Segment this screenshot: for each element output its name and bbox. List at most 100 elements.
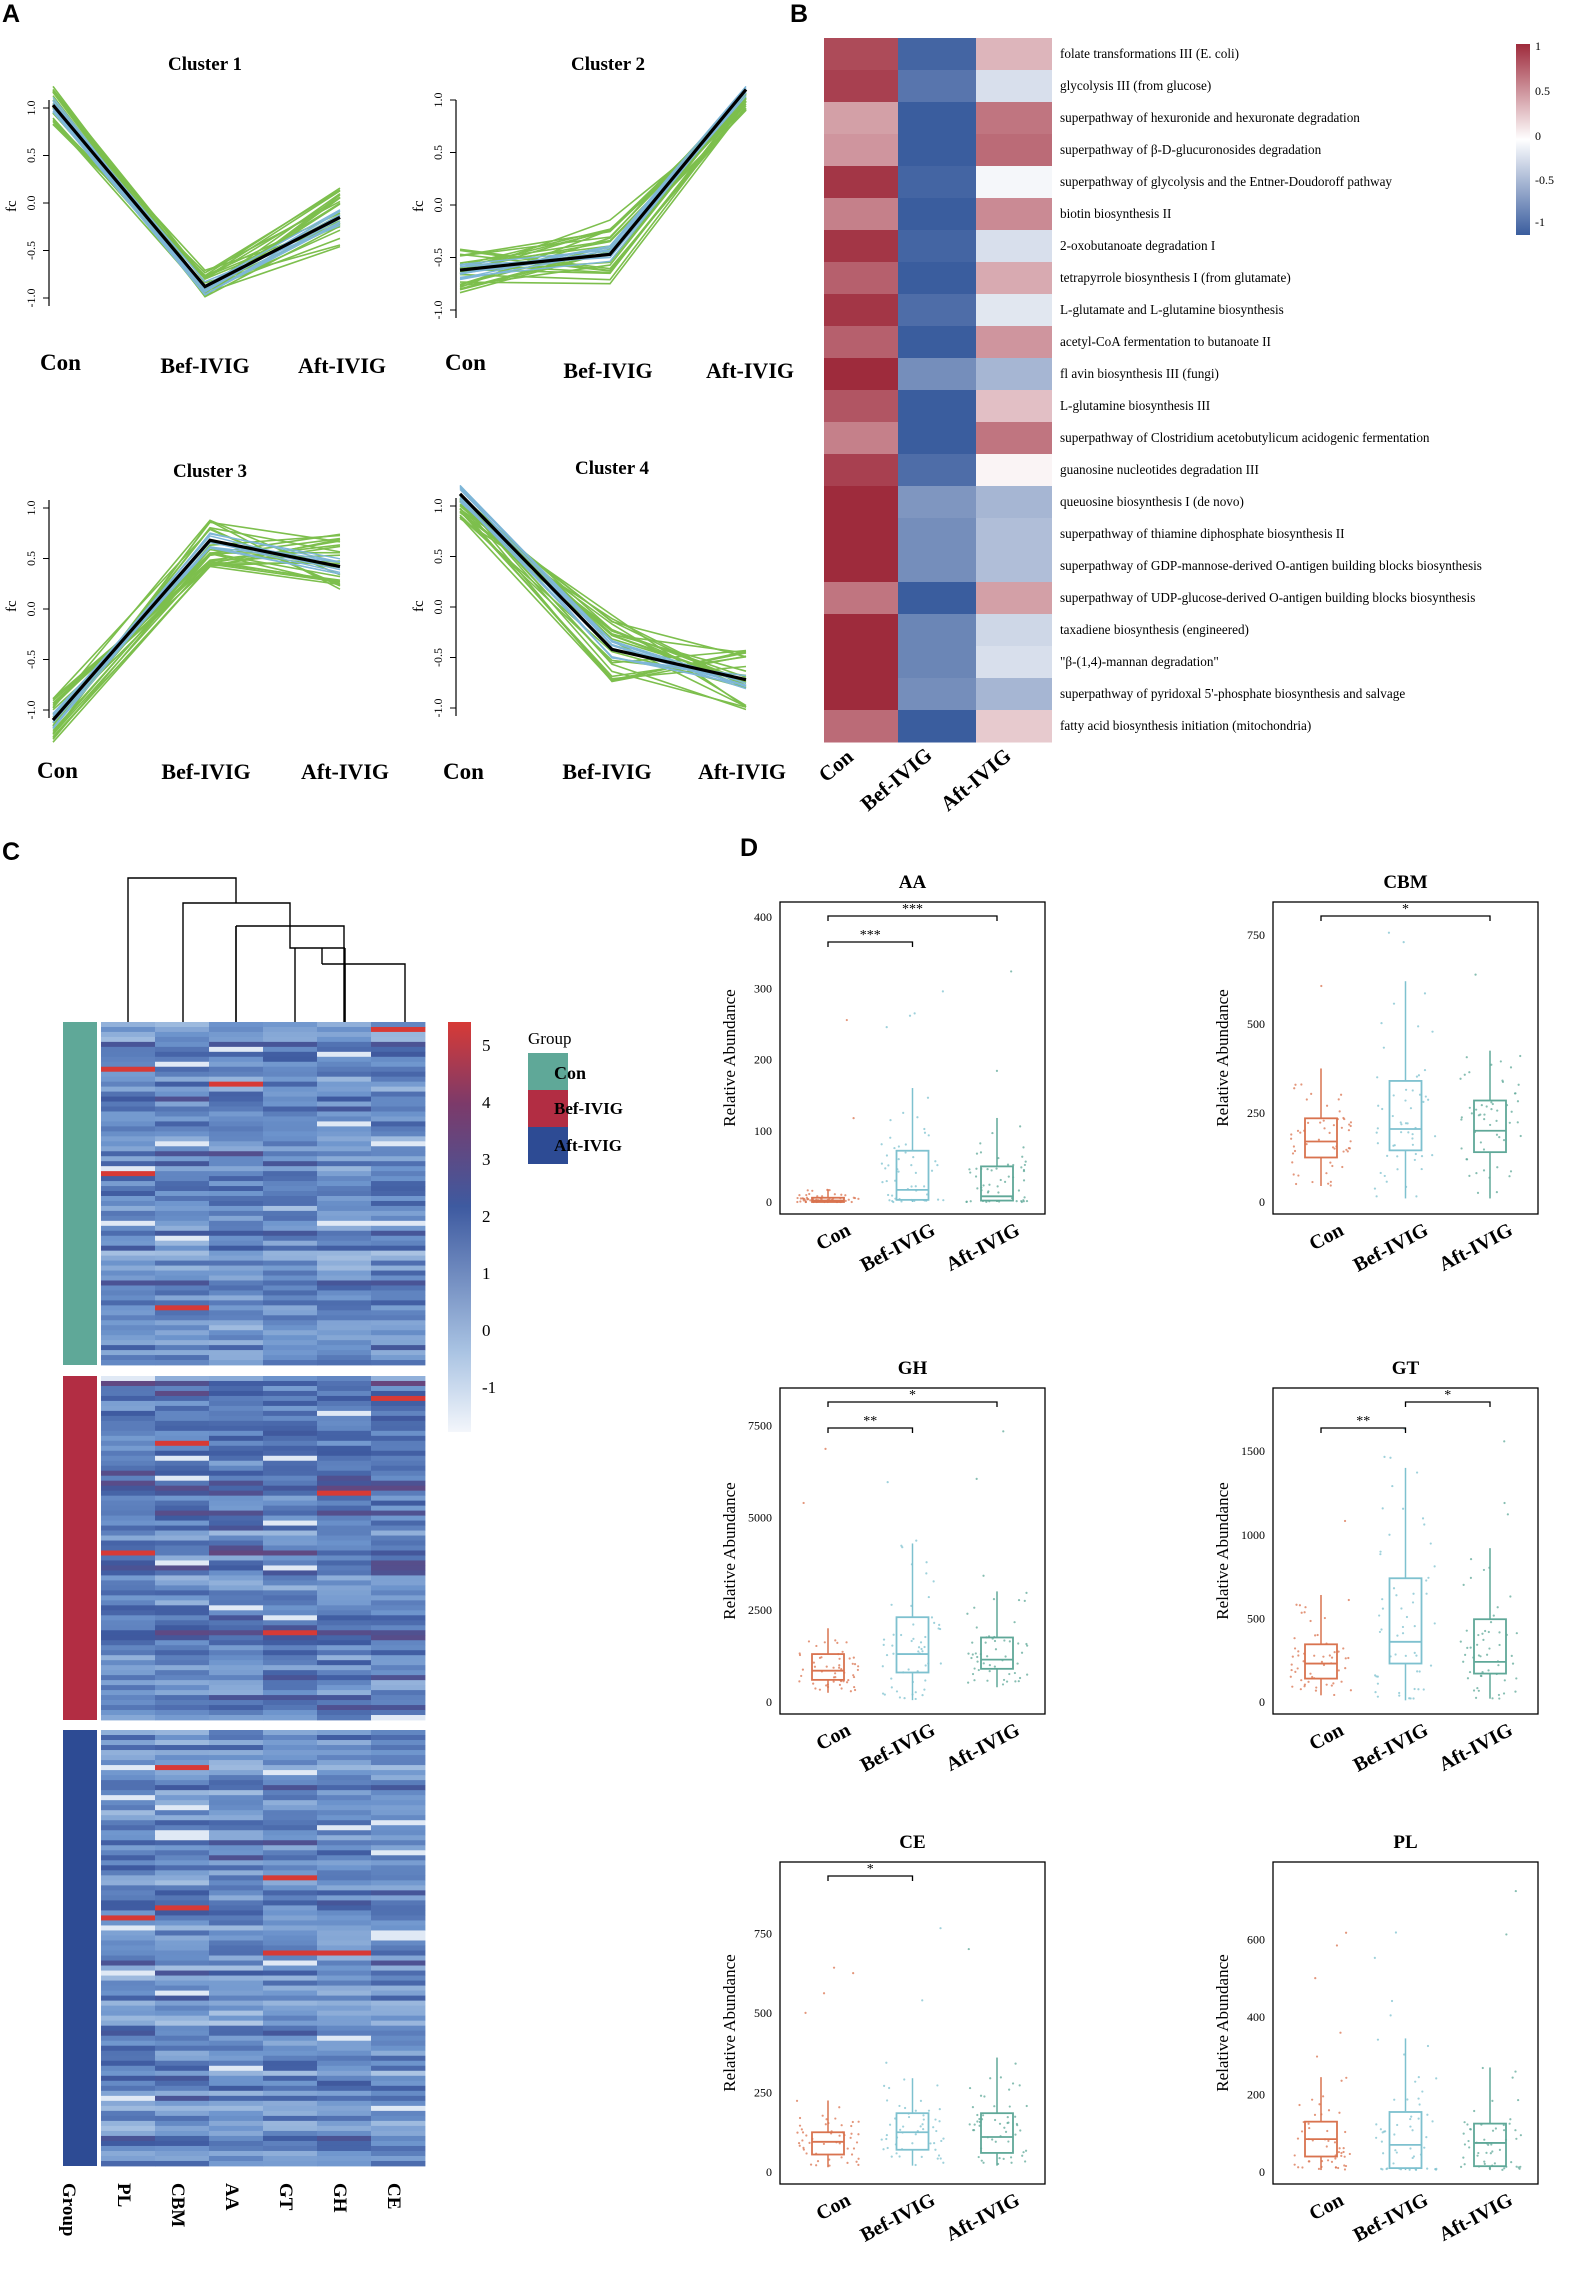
cluster-4-xlabel-aft: Aft-IVIG <box>698 759 786 784</box>
heatmap-c-cell <box>317 1715 372 1721</box>
heatmap-c-cell <box>263 1645 318 1651</box>
boxplot-point <box>1322 1119 1325 1122</box>
boxplot-point <box>1431 1030 1434 1033</box>
heatmap-c-cell <box>317 2085 372 2092</box>
boxplot-point <box>999 1178 1002 1182</box>
heatmap-c-cell <box>155 1935 210 1941</box>
heatmap-c-cell <box>155 1685 210 1691</box>
heatmap-c-cell <box>317 1305 372 1311</box>
boxplot-box <box>895 1616 930 1674</box>
boxplot-point <box>1411 1143 1414 1146</box>
heatmap-c-cell <box>371 1795 426 1801</box>
boxplot-point <box>1006 2121 1009 2125</box>
significance-bracket <box>1320 915 1491 921</box>
heatmap-c-cell <box>317 1445 372 1452</box>
heatmap-c-cell <box>101 1905 156 1911</box>
heatmap-c-cell <box>155 1186 210 1192</box>
heatmap-c-cell <box>317 2105 372 2112</box>
cluster-3-title: Cluster 3 <box>173 461 247 482</box>
heatmap-b-cell <box>898 358 976 391</box>
heatmap-c-cell <box>371 1990 426 1997</box>
heatmap-c-cell <box>317 1320 372 1326</box>
heatmap-c-cell <box>371 1176 426 1182</box>
heatmap-b-cell <box>824 486 898 519</box>
boxplot-point <box>1314 1977 1317 1980</box>
boxplot-point <box>1014 2062 1017 2065</box>
boxplot-point <box>1387 931 1391 934</box>
boxplot-point <box>914 1697 917 1701</box>
boxplot-point <box>978 2117 981 2121</box>
cluster-4-yticks: 1.00.50.0-0.5-1.0 <box>431 499 456 718</box>
boxplot-point <box>1413 1651 1416 1655</box>
heatmap-c-cell <box>317 1755 372 1761</box>
cluster-line <box>459 95 747 266</box>
boxplot-point <box>997 1191 1000 1194</box>
heatmap-c-cell <box>263 2155 318 2162</box>
boxplot-point <box>834 2117 837 2120</box>
boxplot-point <box>1401 1625 1405 1629</box>
heatmap-c-cell <box>209 1106 264 1112</box>
heatmap-c-cell <box>371 1660 426 1666</box>
heatmap-c-cell <box>101 1610 156 1616</box>
boxplot-point <box>998 2156 1001 2160</box>
heatmap-c-cell <box>371 1860 426 1866</box>
heatmap-c-cell <box>371 2015 426 2022</box>
heatmap-c-cell <box>263 1690 318 1696</box>
boxplot-point <box>979 1142 982 1145</box>
heatmap-c-cell <box>155 2140 210 2147</box>
heatmap-c-cell <box>317 1940 372 1946</box>
heatmap-c-cell <box>317 1605 372 1611</box>
heatmap-c-cell <box>317 2015 372 2022</box>
boxplot-point <box>1395 1594 1398 1597</box>
boxplot-point <box>1460 1118 1463 1121</box>
heatmap-c-cell <box>371 1885 426 1891</box>
boxplot-point <box>1338 2111 1341 2114</box>
heatmap-c-cell <box>371 1760 426 1766</box>
heatmap-c-cell <box>101 2140 156 2147</box>
boxplot-box <box>1388 2111 1423 2170</box>
boxplot-point <box>919 2125 922 2128</box>
heatmap-c-cell <box>317 2000 372 2007</box>
heatmap-c-cell <box>209 1425 264 1432</box>
colorbar-tick: 0 <box>1535 129 1541 143</box>
panel-d-letter: D <box>740 834 758 862</box>
heatmap-c-cell <box>101 1425 156 1432</box>
heatmap-c-cell <box>209 1855 264 1861</box>
boxplot-ytick: 7500 <box>748 1418 772 1432</box>
boxplot-point <box>828 2164 831 2167</box>
boxplot-point <box>934 2118 937 2121</box>
heatmap-c-cell <box>371 1046 426 1053</box>
heatmap-b-cell <box>976 198 1052 231</box>
boxplot-point <box>911 2142 914 2145</box>
heatmap-c-cell <box>317 1655 372 1661</box>
heatmap-c-cell <box>101 1210 156 1217</box>
heatmap-c-cell <box>155 1520 210 1526</box>
cluster-line <box>459 497 747 686</box>
heatmap-c-cell <box>317 1450 372 1457</box>
boxplot-point <box>1343 2155 1346 2158</box>
heatmap-c-cell <box>101 1350 156 1356</box>
heatmap-c-cell <box>317 1101 372 1107</box>
heatmap-c-cell <box>371 1765 426 1771</box>
heatmap-c-cell <box>155 1465 210 1472</box>
boxplot-point <box>1335 1944 1339 1947</box>
heatmap-c-cell <box>263 1990 318 1997</box>
boxplot-point <box>1296 1129 1300 1132</box>
boxplot-point <box>1018 1676 1022 1680</box>
boxplot-ytick: 200 <box>1247 2088 1265 2102</box>
heatmap-c-cell <box>101 1061 156 1068</box>
heatmap-c-cell <box>155 2070 210 2077</box>
boxplot-point <box>1426 2044 1430 2048</box>
heatmap-c-cell <box>155 2015 210 2022</box>
boxplot-point <box>914 1171 917 1174</box>
cluster-line <box>52 112 341 278</box>
heatmap-c-cell <box>155 1855 210 1861</box>
heatmap-c-cell <box>209 1785 264 1791</box>
boxplot-point <box>1396 2123 1399 2127</box>
boxplot-point <box>976 2120 979 2123</box>
heatmap-c-cell <box>101 2115 156 2122</box>
boxplot-point <box>1498 1136 1501 1139</box>
boxplot-point <box>1025 2104 1028 2108</box>
